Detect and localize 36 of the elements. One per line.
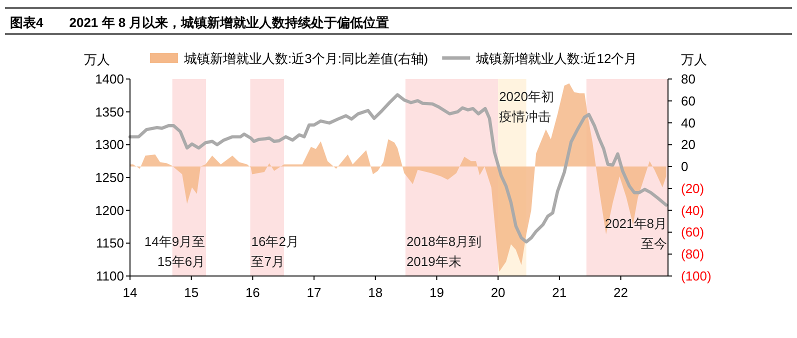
x-tick-label: 20: [490, 285, 506, 300]
band-label: 14年9月至15年6月: [144, 234, 206, 269]
y2-tick-label: (20): [681, 180, 704, 196]
y2-tick-label: (60): [681, 224, 704, 240]
y-tick-label: 1200: [95, 202, 124, 218]
y2-tick-label: 60: [681, 93, 696, 108]
y2-tick-label: (40): [681, 202, 704, 218]
y-tick-label: 1150: [96, 236, 124, 251]
y-tick-label: 1400: [95, 72, 124, 86]
x-tick-label: 17: [306, 285, 322, 300]
y-tick-label: 1350: [95, 104, 124, 120]
legend-label: 城镇新增就业人数:近12个月: [475, 51, 638, 66]
y-axis-title: 万人: [84, 52, 110, 67]
y2-tick-label: 40: [681, 115, 696, 130]
x-tick-label: 19: [429, 285, 444, 300]
y2-tick-label: (80): [681, 246, 704, 262]
y2-tick-label: 20: [681, 137, 696, 152]
band-label: 2020年初疫情冲击: [499, 89, 554, 124]
y2-axis-title: 万人: [681, 52, 707, 67]
x-tick-label: 22: [614, 285, 628, 300]
chart-title: 图表4 2021 年 8 月以来，城镇新增就业人数持续处于偏低位置: [10, 15, 390, 30]
y2-tick-label: 80: [681, 72, 696, 86]
x-tick-label: 14: [122, 285, 138, 300]
legend-label: 城镇新增就业人数:近3个月:同比差值(右轴): [183, 51, 428, 66]
y2-tick-label: 0: [681, 159, 688, 174]
x-tick-label: 16: [245, 285, 260, 300]
y2-tick-label: (100): [681, 268, 712, 284]
band-label: 2021年8月至今: [604, 216, 667, 251]
y-tick-label: 1300: [95, 137, 124, 152]
y-tick-label: 1250: [95, 170, 124, 185]
band-label: 2018年8月到2019年末: [406, 234, 482, 269]
x-tick-label: 18: [368, 285, 383, 300]
band-label: 16年2月至7月: [251, 234, 299, 269]
x-tick-label: 15: [184, 285, 199, 300]
y-tick-label: 1100: [96, 268, 124, 284]
x-tick-label: 21: [552, 285, 567, 300]
